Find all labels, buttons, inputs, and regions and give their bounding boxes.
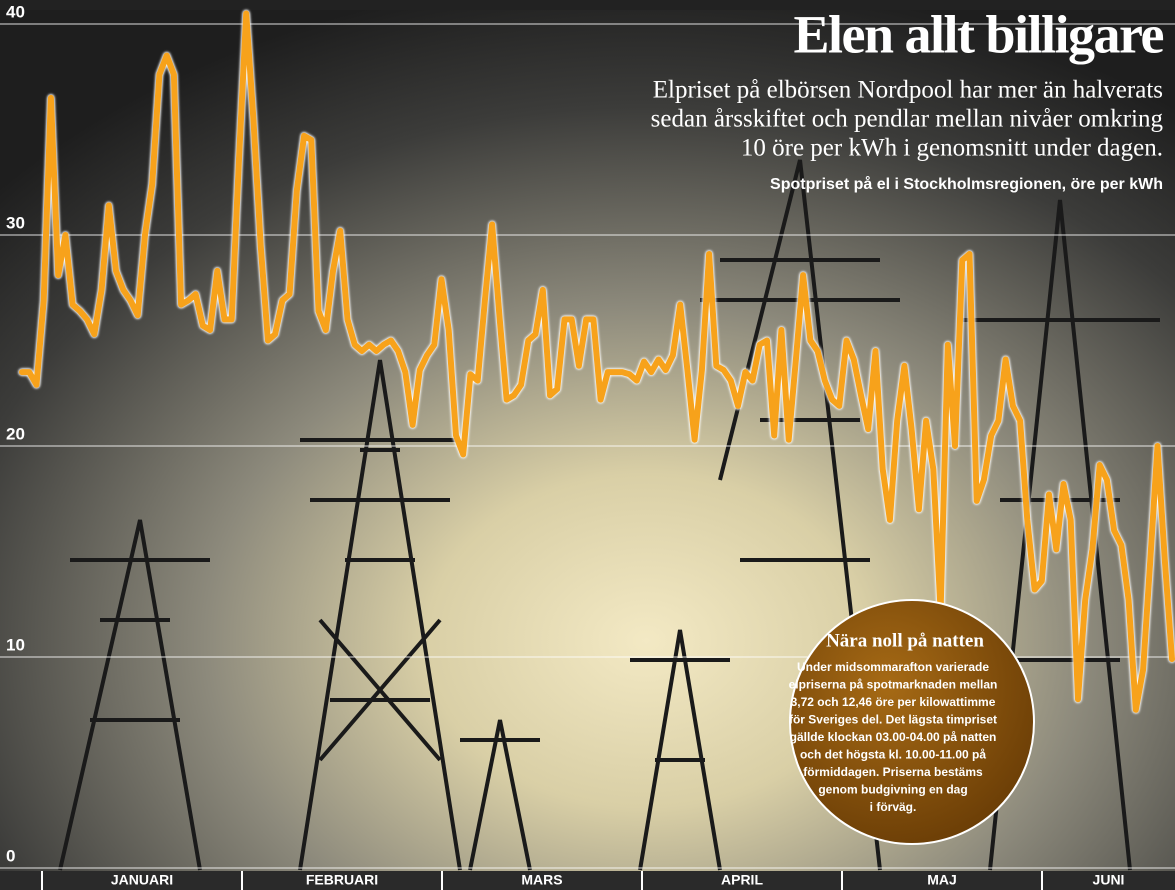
infographic: 0 10 20 30 40 JANUARI FEBRUARI MARS APRIL MAJ JUN… [0,0,1175,890]
annotation-line: i förväg. [870,800,917,814]
annotation-line: gällde klockan 03.00-04.00 på natten [790,730,997,744]
annotation-line: och det högsta kl. 10.00-11.00 på [800,748,986,762]
x-tick-label: MARS [521,872,562,888]
annotation-text: Under midsommarafton varierade elpriserna… [789,660,998,814]
annotation-line: Under midsommarafton varierade [797,660,989,674]
month-bar [0,871,1175,890]
y-tick-label: 30 [6,213,25,232]
annotation-line: 3,72 och 12,46 öre per kilowattimme [791,695,996,709]
annotation-line: för Sveriges del. Det lägsta timpriset [789,713,997,727]
x-tick-label: JANUARI [111,872,173,888]
x-tick-label: JUNI [1093,872,1125,888]
annotation-line: elpriserna på spotmarknaden mellan [789,678,998,692]
subtitle-line: Elpriset på elbörsen Nordpool har mer än… [653,77,1163,104]
y-tick-label: 20 [6,424,25,443]
y-tick-label: 10 [6,635,25,654]
annotation-line: förmiddagen. Priserna bestäms [803,765,983,779]
y-axis-label: Spotpriset på el i Stockholmsregionen, ö… [770,175,1163,193]
y-tick-label: 0 [6,846,15,865]
annotation-title: Nära noll på natten [826,630,984,651]
chart-title: Elen allt billigare [793,4,1163,64]
y-tick-label: 40 [6,2,25,21]
annotation-line: genom budgivning en dag [818,783,967,797]
x-tick-label: MAJ [927,872,957,888]
subtitle-line: 10 öre per kWh i genomsnitt under dagen. [741,135,1163,162]
x-tick-label: FEBRUARI [306,872,378,888]
subtitle-line: sedan årsskiftet och pendlar mellan nivå… [651,106,1164,133]
x-tick-label: APRIL [721,872,763,888]
